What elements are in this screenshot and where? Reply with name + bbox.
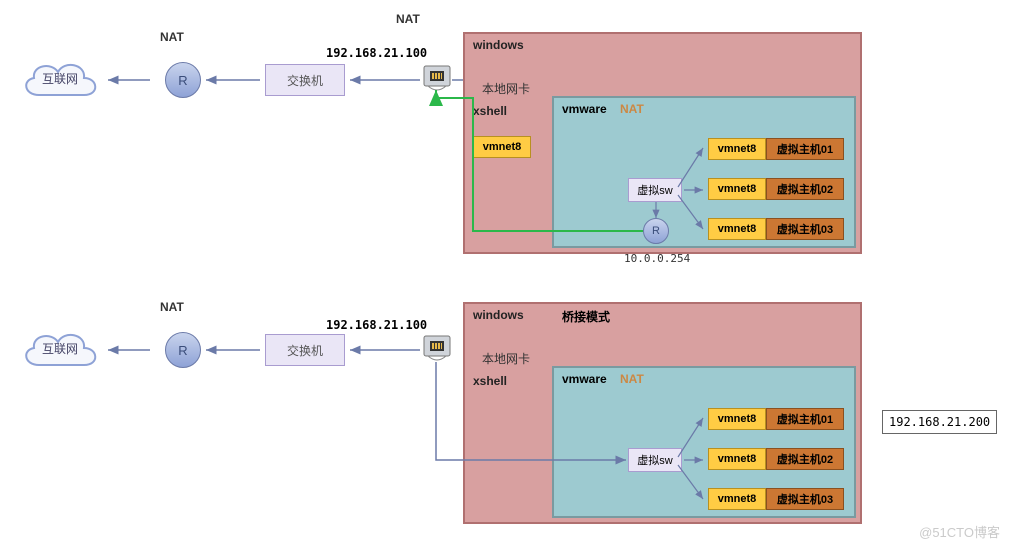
external-ip-label: 192.168.21.200 [889, 415, 990, 429]
nat-label-top-right: NAT [396, 12, 420, 26]
switch-label-top: 交换机 [287, 72, 323, 89]
nat-inner-label-top: NAT [620, 102, 644, 116]
switch-top: 交换机 [265, 64, 345, 96]
virtual-router-top: R [643, 218, 669, 244]
router-symbol-bottom: R [178, 343, 187, 358]
internet-cloud-top: 互联网 [14, 50, 104, 113]
gateway-ip-label: 10.0.0.254 [624, 252, 690, 265]
vm3-host-bot: 虚拟主机03 [766, 488, 844, 510]
switch-label-bottom: 交换机 [287, 342, 323, 359]
local-nic-label-bottom: 本地网卡 [482, 350, 530, 367]
vm1-vmnet-top: vmnet8 [708, 138, 766, 160]
vsw-label-bottom: 虚拟sw [637, 452, 672, 468]
nat-label-bottom-left: NAT [160, 300, 184, 314]
xshell-label-bottom: xshell [473, 374, 507, 388]
vmnet8-outer-top: vmnet8 [473, 136, 531, 158]
internet-label-bottom: 互联网 [42, 340, 78, 357]
vm2-host-top: 虚拟主机02 [766, 178, 844, 200]
ip-bottom-label: 192.168.21.100 [326, 318, 427, 332]
vm3-vmnet-top: vmnet8 [708, 218, 766, 240]
internet-label-top: 互联网 [42, 70, 78, 87]
vm1-host-top: 虚拟主机01 [766, 138, 844, 160]
ip-top-label: 192.168.21.100 [326, 46, 427, 60]
virtual-switch-bottom: 虚拟sw [628, 448, 682, 472]
vm2-host-bot: 虚拟主机02 [766, 448, 844, 470]
vm3-vmnet-bot: vmnet8 [708, 488, 766, 510]
vm1-host-bot: 虚拟主机01 [766, 408, 844, 430]
xshell-label-top: xshell [473, 104, 507, 118]
nat-label-top-left: NAT [160, 30, 184, 44]
external-ip-box: 192.168.21.200 [882, 410, 997, 434]
vmnet8-outer-label: vmnet8 [483, 141, 522, 153]
vsw-label-top: 虚拟sw [637, 182, 672, 198]
vmware-label-top: vmware [562, 102, 607, 116]
vmware-label-bottom: vmware [562, 372, 607, 386]
vm1-vmnet-bot: vmnet8 [708, 408, 766, 430]
virtual-switch-top: 虚拟sw [628, 178, 682, 202]
local-nic-label-top: 本地网卡 [482, 80, 530, 97]
vm3-host-top: 虚拟主机03 [766, 218, 844, 240]
windows-label-bottom: windows [473, 308, 524, 322]
switch-bottom: 交换机 [265, 334, 345, 366]
router-top: R [165, 62, 201, 98]
internet-cloud-bottom: 互联网 [14, 320, 104, 383]
router-symbol: R [178, 73, 187, 88]
vm2-vmnet-top: vmnet8 [708, 178, 766, 200]
router-bottom: R [165, 332, 201, 368]
vrouter-symbol: R [652, 225, 660, 237]
nat-inner-label-bottom: NAT [620, 372, 644, 386]
nic-bottom [422, 334, 452, 365]
bridge-mode-label: 桥接模式 [562, 308, 610, 325]
watermark: @51CTO博客 [919, 522, 1000, 541]
vm2-vmnet-bot: vmnet8 [708, 448, 766, 470]
nic-top [422, 64, 452, 95]
windows-label-top: windows [473, 38, 524, 52]
